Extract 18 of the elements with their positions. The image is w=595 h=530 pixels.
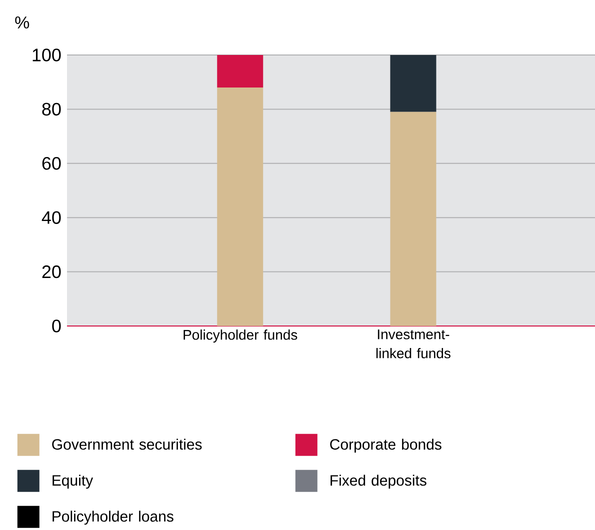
y-tick-label: 40 (42, 211, 61, 224)
y-tick-label: 0 (52, 320, 61, 332)
y-tick-label: 60 (42, 157, 61, 170)
bar (390, 112, 436, 326)
bar (390, 54, 436, 112)
legend-label: Government securities (52, 438, 202, 450)
legend-label: Policyholder loans (52, 510, 174, 525)
x-tick-label: Investment-linked funds (376, 330, 450, 358)
legend-label: Fixed deposits (330, 474, 426, 489)
bar (217, 54, 264, 88)
bar (217, 88, 264, 326)
legend-label: Equity (52, 474, 94, 489)
y-tick-label: 100 (32, 48, 61, 62)
x-tick-label: Policyholder funds (184, 330, 298, 343)
y-tick-label: 20 (42, 265, 61, 278)
y-axis-title: % (15, 16, 30, 28)
y-tick-label: 80 (42, 102, 61, 116)
legend-label: Corporate bonds (330, 438, 442, 453)
